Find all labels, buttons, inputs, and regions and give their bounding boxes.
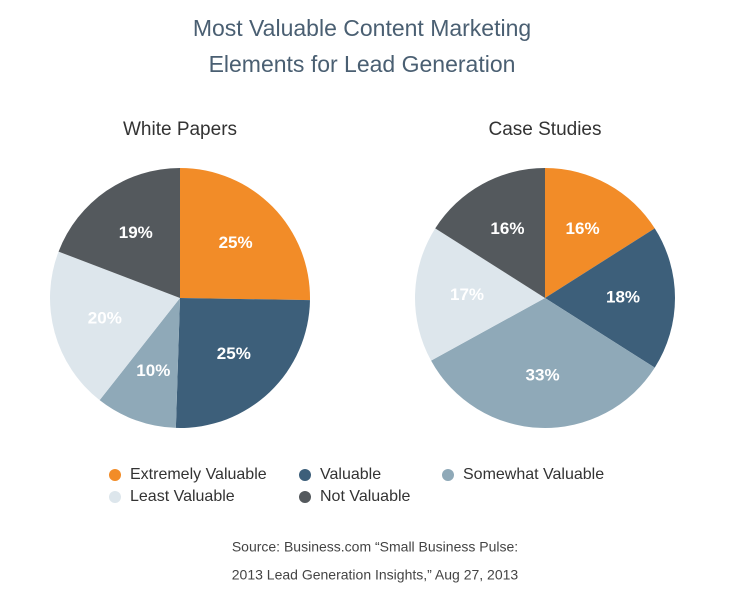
pie-slice (545, 228, 675, 368)
pie-slice (175, 298, 310, 428)
source: Source: Business.com “Small Business Pul… (232, 539, 518, 555)
legend-marker (299, 469, 311, 481)
data-label: 25% (219, 233, 253, 252)
legend-marker (109, 491, 121, 503)
legend-label: Valuable (320, 466, 381, 483)
pie-title: White Papers (123, 119, 237, 140)
data-label: 19% (119, 223, 153, 242)
legend-label: Extremely Valuable (130, 466, 267, 483)
legend-marker (109, 469, 121, 481)
pie-slice (545, 168, 655, 298)
pie-slice (50, 251, 180, 401)
chart-title: Elements for Lead Generation (209, 51, 516, 77)
pie-slice (435, 168, 545, 298)
data-label: 18% (606, 287, 640, 306)
data-label: 25% (217, 344, 251, 363)
pie-slice (58, 168, 181, 298)
legend-label: Not Valuable (320, 488, 411, 505)
data-label: 20% (88, 308, 122, 327)
legend-label: Least Valuable (130, 488, 235, 505)
source: 2013 Lead Generation Insights,” Aug 27, … (232, 567, 519, 583)
data-label: 16% (566, 219, 600, 238)
data-label: 10% (136, 361, 170, 380)
chart-title: Most Valuable Content Marketing (193, 15, 531, 41)
pie-slice (431, 298, 655, 429)
legend-label: Somewhat Valuable (463, 466, 604, 483)
pie-title: Case Studies (488, 119, 601, 140)
data-label: 16% (490, 219, 524, 238)
data-label: 17% (450, 285, 484, 304)
pie-slice (415, 228, 545, 361)
data-label: 33% (526, 365, 560, 384)
legend-marker (299, 491, 311, 503)
pie-slice (99, 298, 180, 428)
legend-marker (442, 469, 454, 481)
pie-slice (180, 168, 310, 301)
